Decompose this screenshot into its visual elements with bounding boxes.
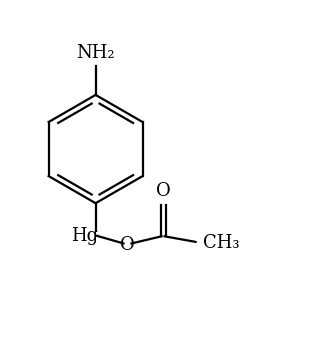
Text: O: O bbox=[120, 236, 135, 254]
Text: CH₃: CH₃ bbox=[203, 234, 240, 252]
Text: O: O bbox=[156, 182, 170, 200]
Text: Hg: Hg bbox=[71, 227, 98, 245]
Text: NH₂: NH₂ bbox=[76, 44, 115, 62]
